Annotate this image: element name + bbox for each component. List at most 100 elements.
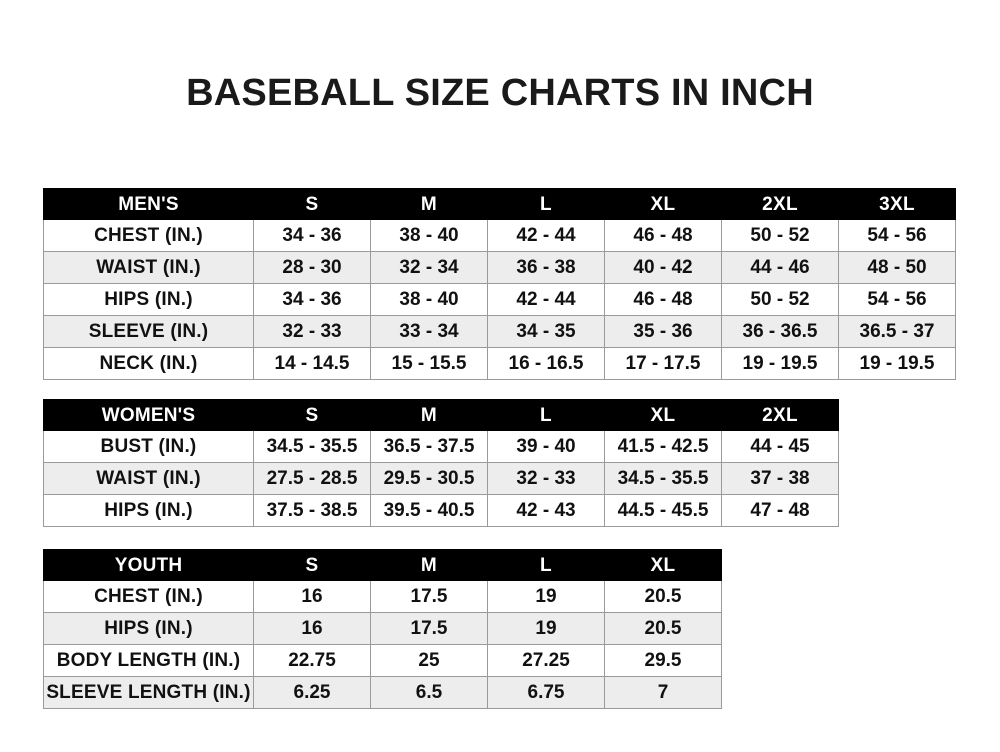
youth-row-label: HIPS (IN.): [43, 612, 254, 645]
men-cell-m: 38 - 40: [370, 283, 488, 316]
women-size-header-m: M: [370, 399, 488, 431]
youth-cell-xl: 29.5: [604, 644, 722, 677]
youth-cell-m: 6.5: [370, 676, 488, 709]
youth-header-corner: YOUTH: [43, 549, 254, 581]
women-cell-xl: 34.5 - 35.5: [604, 462, 722, 495]
youth-table-head: YOUTH S M L XL: [43, 549, 722, 581]
women-cell-l: 39 - 40: [487, 430, 605, 463]
men-cell-s: 32 - 33: [253, 315, 371, 348]
women-cell-m: 36.5 - 37.5: [370, 430, 488, 463]
men-cell-2xl: 19 - 19.5: [721, 347, 839, 380]
men-cell-xl: 35 - 36: [604, 315, 722, 348]
table-row: SLEEVE LENGTH (IN.) 6.25 6.5 6.75 7: [43, 676, 722, 709]
page-title: BASEBALL SIZE CHARTS IN INCH: [186, 72, 814, 114]
men-cell-m: 33 - 34: [370, 315, 488, 348]
men-row-label: WAIST (IN.): [43, 251, 254, 284]
men-row-label: CHEST (IN.): [43, 219, 254, 252]
youth-cell-m: 17.5: [370, 612, 488, 645]
women-cell-xl: 41.5 - 42.5: [604, 430, 722, 463]
women-row-label: HIPS (IN.): [43, 494, 254, 527]
table-row: BUST (IN.) 34.5 - 35.5 36.5 - 37.5 39 - 40 4…: [43, 430, 839, 463]
youth-cell-l: 19: [487, 580, 605, 613]
youth-cell-s: 16: [253, 612, 371, 645]
youth-row-label: SLEEVE LENGTH (IN.): [43, 676, 254, 709]
men-cell-xl: 40 - 42: [604, 251, 722, 284]
youth-row-label: CHEST (IN.): [43, 580, 254, 613]
men-size-header-l: L: [487, 188, 605, 220]
men-cell-s: 14 - 14.5: [253, 347, 371, 380]
men-cell-l: 34 - 35: [487, 315, 605, 348]
table-row: WAIST (IN.) 28 - 30 32 - 34 36 - 38 40 - 42 4…: [43, 251, 956, 284]
women-cell-m: 39.5 - 40.5: [370, 494, 488, 527]
table-row: SLEEVE (IN.) 32 - 33 33 - 34 34 - 35 35 - 36…: [43, 315, 956, 348]
women-cell-xl: 44.5 - 45.5: [604, 494, 722, 527]
youth-cell-m: 25: [370, 644, 488, 677]
men-cell-xl: 46 - 48: [604, 219, 722, 252]
men-cell-3xl: 54 - 56: [838, 219, 956, 252]
mens-table-head: MEN'S S M L XL 2XL 3XL: [43, 188, 956, 220]
youth-header-row: YOUTH S M L XL: [43, 549, 722, 581]
youth-cell-l: 27.25: [487, 644, 605, 677]
men-cell-3xl: 36.5 - 37: [838, 315, 956, 348]
women-cell-l: 32 - 33: [487, 462, 605, 495]
youth-size-header-m: M: [370, 549, 488, 581]
men-size-header-xl: XL: [604, 188, 722, 220]
men-cell-3xl: 19 - 19.5: [838, 347, 956, 380]
men-size-header-2xl: 2XL: [721, 188, 839, 220]
women-cell-l: 42 - 43: [487, 494, 605, 527]
table-row: BODY LENGTH (IN.) 22.75 25 27.25 29.5: [43, 644, 722, 677]
youth-size-header-xl: XL: [604, 549, 722, 581]
womens-table-head: WOMEN'S S M L XL 2XL: [43, 399, 839, 431]
youth-cell-s: 16: [253, 580, 371, 613]
women-row-label: BUST (IN.): [43, 430, 254, 463]
youth-cell-l: 6.75: [487, 676, 605, 709]
men-row-label: HIPS (IN.): [43, 283, 254, 316]
men-cell-s: 34 - 36: [253, 219, 371, 252]
men-row-label: NECK (IN.): [43, 347, 254, 380]
men-cell-3xl: 48 - 50: [838, 251, 956, 284]
men-cell-2xl: 44 - 46: [721, 251, 839, 284]
table-row: HIPS (IN.) 16 17.5 19 20.5: [43, 612, 722, 645]
men-cell-m: 32 - 34: [370, 251, 488, 284]
youth-row-label: BODY LENGTH (IN.): [43, 644, 254, 677]
youth-cell-xl: 7: [604, 676, 722, 709]
youth-size-header-s: S: [253, 549, 371, 581]
youth-cell-s: 22.75: [253, 644, 371, 677]
women-row-label: WAIST (IN.): [43, 462, 254, 495]
men-cell-2xl: 50 - 52: [721, 219, 839, 252]
youth-cell-m: 17.5: [370, 580, 488, 613]
men-size-header-3xl: 3XL: [838, 188, 956, 220]
table-row: HIPS (IN.) 34 - 36 38 - 40 42 - 44 46 - 48 50…: [43, 283, 956, 316]
youth-cell-l: 19: [487, 612, 605, 645]
men-cell-l: 16 - 16.5: [487, 347, 605, 380]
women-size-header-2xl: 2XL: [721, 399, 839, 431]
womens-header-corner: WOMEN'S: [43, 399, 254, 431]
youth-table-body: CHEST (IN.) 16 17.5 19 20.5 HIPS (IN.) 16 17.5 1…: [43, 580, 722, 709]
table-row: HIPS (IN.) 37.5 - 38.5 39.5 - 40.5 42 - 43 4…: [43, 494, 839, 527]
women-cell-2xl: 44 - 45: [721, 430, 839, 463]
men-cell-2xl: 36 - 36.5: [721, 315, 839, 348]
table-row: CHEST (IN.) 16 17.5 19 20.5: [43, 580, 722, 613]
womens-header-row: WOMEN'S S M L XL 2XL: [43, 399, 839, 431]
women-cell-2xl: 47 - 48: [721, 494, 839, 527]
men-size-header-m: M: [370, 188, 488, 220]
youth-cell-xl: 20.5: [604, 580, 722, 613]
women-cell-s: 37.5 - 38.5: [253, 494, 371, 527]
youth-cell-s: 6.25: [253, 676, 371, 709]
women-size-header-s: S: [253, 399, 371, 431]
youth-cell-xl: 20.5: [604, 612, 722, 645]
men-row-label: SLEEVE (IN.): [43, 315, 254, 348]
men-cell-xl: 17 - 17.5: [604, 347, 722, 380]
mens-size-table: MEN'S S M L XL 2XL 3XL CHEST (IN.) 34 - 36 38 -…: [43, 188, 956, 380]
women-cell-s: 27.5 - 28.5: [253, 462, 371, 495]
men-cell-xl: 46 - 48: [604, 283, 722, 316]
women-cell-2xl: 37 - 38: [721, 462, 839, 495]
mens-header-row: MEN'S S M L XL 2XL 3XL: [43, 188, 956, 220]
men-cell-s: 34 - 36: [253, 283, 371, 316]
men-cell-s: 28 - 30: [253, 251, 371, 284]
women-size-header-xl: XL: [604, 399, 722, 431]
men-cell-m: 15 - 15.5: [370, 347, 488, 380]
men-cell-2xl: 50 - 52: [721, 283, 839, 316]
table-row: NECK (IN.) 14 - 14.5 15 - 15.5 16 - 16.5 17 …: [43, 347, 956, 380]
